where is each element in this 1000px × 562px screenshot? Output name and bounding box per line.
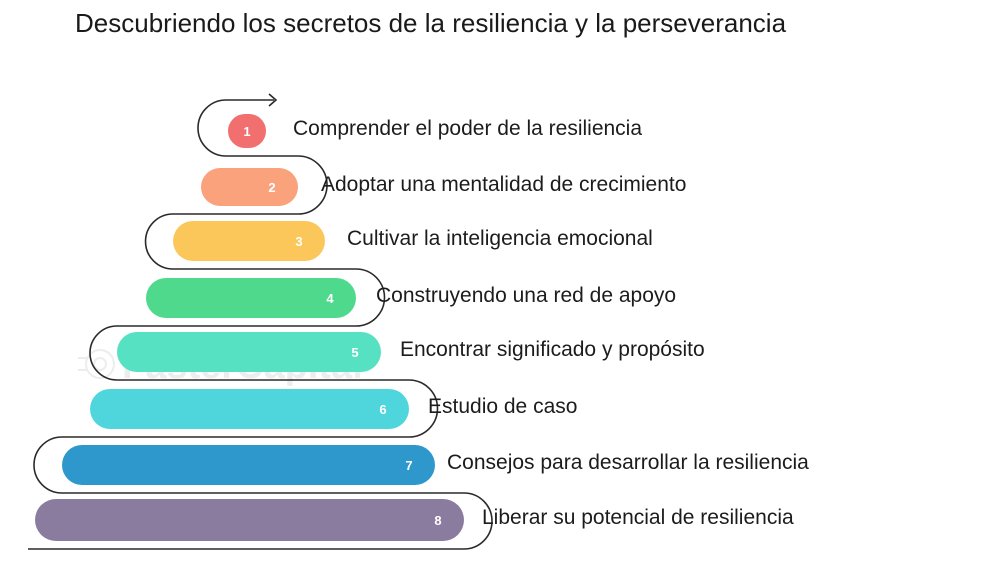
page-title: Descubriendo los secretos de la resilien…	[75, 8, 787, 38]
step-band-8	[35, 499, 464, 541]
step-number-5: 5	[351, 345, 358, 360]
step-number-3: 3	[295, 234, 302, 249]
arrow-right-icon	[268, 93, 278, 107]
step-label-7: Consejos para desarrollar la resiliencia	[447, 451, 809, 474]
step-label-4: Construyendo una red de apoyo	[376, 284, 677, 307]
step-label-6: Estudio de caso	[428, 395, 578, 418]
step-number-4: 4	[326, 291, 334, 306]
step-label-5: Encontrar significado y propósito	[400, 338, 705, 361]
step-number-2: 2	[268, 180, 275, 195]
step-label-3: Cultivar la inteligencia emocional	[347, 227, 653, 250]
step-band-2	[201, 168, 298, 206]
watermark-logo-icon	[78, 349, 115, 379]
step-number-6: 6	[379, 402, 386, 417]
step-band-4	[146, 278, 356, 318]
step-number-8: 8	[434, 513, 441, 528]
step-band-5	[117, 332, 381, 372]
step-band-3	[173, 221, 325, 261]
snake-path-outline	[28, 99, 493, 550]
step-band-7	[62, 445, 435, 485]
step-label-8: Liberar su potencial de resiliencia	[482, 506, 794, 529]
step-band-1	[228, 114, 266, 148]
step-number-7: 7	[405, 458, 412, 473]
step-band-6	[90, 389, 409, 429]
step-label-1: Comprender el poder de la resiliencia	[293, 117, 643, 140]
step-number-1: 1	[243, 124, 250, 139]
step-label-2: Adoptar una mentalidad de crecimiento	[321, 173, 687, 196]
